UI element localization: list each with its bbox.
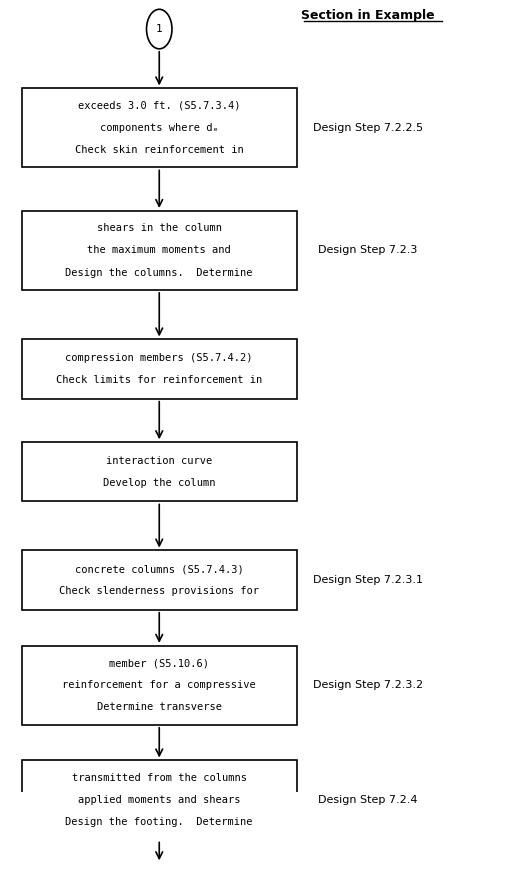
FancyBboxPatch shape	[22, 88, 297, 167]
Text: compression members (S5.7.4.2): compression members (S5.7.4.2)	[66, 353, 253, 363]
Text: applied moments and shears: applied moments and shears	[78, 795, 241, 805]
Text: Design Step 7.2.3.2: Design Step 7.2.3.2	[313, 681, 423, 690]
Text: member (S5.10.6): member (S5.10.6)	[109, 658, 209, 668]
Text: the maximum moments and: the maximum moments and	[88, 245, 231, 256]
Text: Develop the column: Develop the column	[103, 478, 216, 488]
Text: concrete columns (S5.7.4.3): concrete columns (S5.7.4.3)	[75, 564, 244, 574]
FancyBboxPatch shape	[22, 550, 297, 610]
Text: Design Step 7.2.4: Design Step 7.2.4	[318, 795, 418, 805]
FancyBboxPatch shape	[22, 211, 297, 290]
Text: 1: 1	[156, 24, 163, 34]
Text: interaction curve: interaction curve	[106, 456, 212, 466]
Text: Check slenderness provisions for: Check slenderness provisions for	[59, 586, 259, 597]
Text: Design Step 7.2.3: Design Step 7.2.3	[318, 245, 418, 256]
Text: Design Step 7.2.3.1: Design Step 7.2.3.1	[313, 576, 423, 585]
FancyBboxPatch shape	[22, 442, 297, 501]
Text: Determine transverse: Determine transverse	[97, 703, 222, 712]
FancyBboxPatch shape	[22, 646, 297, 724]
Text: Design Step 7.2.2.5: Design Step 7.2.2.5	[313, 123, 423, 133]
Text: reinforcement for a compressive: reinforcement for a compressive	[62, 681, 256, 690]
Text: Section in Example: Section in Example	[301, 10, 435, 22]
Text: Design the columns.  Determine: Design the columns. Determine	[66, 267, 253, 278]
Text: transmitted from the columns: transmitted from the columns	[72, 773, 247, 783]
FancyBboxPatch shape	[22, 339, 297, 399]
Text: shears in the column: shears in the column	[97, 223, 222, 233]
Text: Design the footing.  Determine: Design the footing. Determine	[66, 817, 253, 827]
Text: Check skin reinforcement in: Check skin reinforcement in	[75, 145, 244, 155]
Text: exceeds 3.0 ft. (S5.7.3.4): exceeds 3.0 ft. (S5.7.3.4)	[78, 101, 241, 110]
FancyBboxPatch shape	[22, 760, 297, 839]
Text: components where dₑ: components where dₑ	[100, 123, 219, 133]
Text: Check limits for reinforcement in: Check limits for reinforcement in	[56, 375, 262, 385]
